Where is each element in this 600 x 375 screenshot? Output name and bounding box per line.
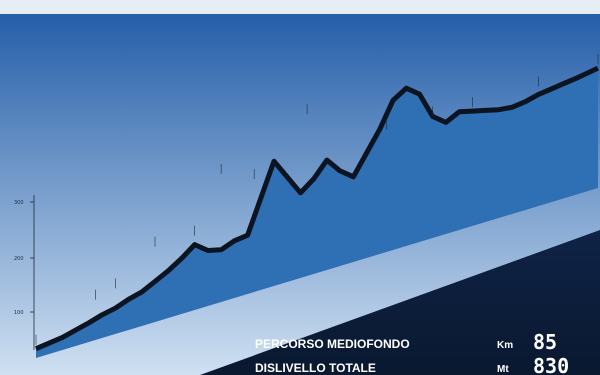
y-ticks-group: 100 200 300 bbox=[14, 200, 34, 316]
distance-unit: Km bbox=[497, 340, 513, 351]
y-tick-label: 200 bbox=[14, 256, 24, 262]
climb-label: DISLIVELLO TOTALE bbox=[255, 361, 376, 375]
elevation-profile-ridge bbox=[35, 65, 600, 352]
route-label: PERCORSO MEDIOFONDO bbox=[255, 337, 410, 351]
summary-banner bbox=[200, 230, 600, 375]
elevation-profile-area bbox=[36, 68, 598, 358]
y-tick-label: 300 bbox=[14, 200, 24, 206]
climb-unit: Mt bbox=[497, 364, 509, 375]
top-header-strip bbox=[0, 0, 600, 14]
distance-value: 85 bbox=[533, 330, 557, 354]
y-tick-label: 100 bbox=[14, 310, 24, 316]
waypoints-group bbox=[35, 54, 599, 345]
climb-value: 830 bbox=[533, 354, 569, 375]
